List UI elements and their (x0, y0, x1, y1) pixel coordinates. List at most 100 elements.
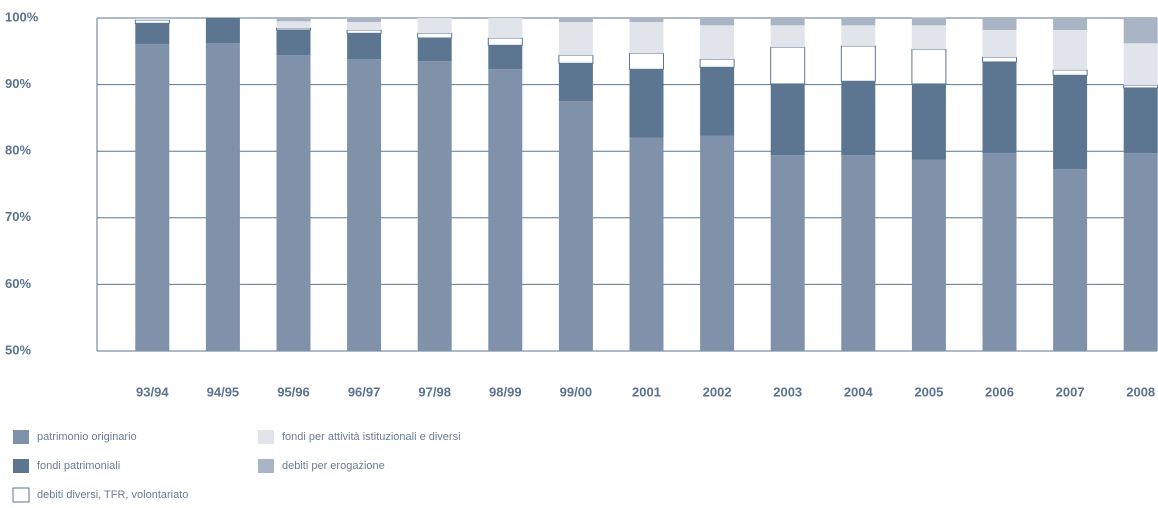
bar-segment (1123, 84, 1158, 89)
x-tick-label: 98/99 (489, 384, 522, 399)
x-tick-label: 95/96 (277, 384, 310, 399)
y-tick-label: 80% (5, 143, 31, 158)
bar-segment (135, 23, 170, 44)
bar-segment (488, 18, 523, 38)
y-tick-label: 60% (5, 276, 31, 291)
bar-segment (1123, 18, 1158, 44)
bar-segment (699, 58, 735, 68)
bar-segment (487, 37, 523, 46)
x-tick-label: 94/95 (207, 384, 240, 399)
bar-segment (770, 155, 805, 351)
bar-segment (629, 21, 664, 54)
bar-segment (911, 25, 946, 50)
x-tick-label: 2003 (773, 384, 802, 399)
bar-segment (276, 27, 311, 31)
bar-segment (276, 29, 311, 56)
bar-segment (488, 45, 523, 70)
bar-segment (488, 69, 523, 352)
bar-segment (558, 101, 593, 351)
bar-segment (205, 43, 240, 352)
grid (96, 17, 1158, 352)
bar-segment (1052, 69, 1088, 76)
bar-segment (629, 52, 664, 70)
bar-segment (346, 29, 382, 34)
bar-segment (558, 63, 593, 102)
legend-label: patrimonio originario (37, 431, 137, 443)
legend-label: debiti diversi, TFR, volontariato (37, 489, 188, 501)
bar-segment (629, 137, 664, 351)
bar-segment (205, 18, 240, 44)
bar-segment (135, 18, 170, 20)
bar-segment (982, 61, 1017, 154)
bar-segment (700, 18, 735, 26)
bar-segment (1053, 75, 1088, 170)
legend-swatch (13, 430, 29, 444)
bar-segment (982, 29, 1017, 58)
bar-segment (417, 18, 452, 34)
bar-segment (558, 21, 593, 56)
bar-segment (1123, 43, 1158, 86)
x-tick-label: 2004 (844, 384, 874, 399)
legend-label: debiti per erogazione (282, 460, 385, 472)
bar-segment (841, 81, 876, 156)
bar-segment (417, 37, 452, 62)
bar-segment (911, 48, 947, 85)
bar-segment (1123, 153, 1158, 351)
x-tick-label: 2002 (703, 384, 732, 399)
bar-segment (911, 83, 946, 160)
bar-segment (770, 25, 805, 48)
bar-segment (982, 18, 1017, 30)
y-tick-label: 90% (5, 76, 31, 91)
x-tick-label: 2007 (1056, 384, 1085, 399)
labels: 50% 60% 70% 80% 90% 100% 93/94 94/95 95/96 96/97 9… (5, 9, 1155, 503)
bar-segment (134, 19, 170, 24)
legend-label: fondi per attività istituzionali e diver… (282, 431, 461, 443)
bar-segment (911, 17, 946, 26)
bar-segment (700, 25, 735, 60)
bars (134, 17, 1158, 352)
y-tick-label: 100% (5, 9, 39, 24)
x-tick-label: 99/00 (560, 384, 593, 399)
bar-segment (1053, 29, 1088, 70)
x-tick-label: 93/94 (136, 384, 169, 399)
bar-segment (276, 55, 311, 352)
legend-swatch (13, 459, 29, 473)
bar-segment (276, 21, 311, 28)
bar-segment (982, 153, 1017, 351)
bar-segment (840, 45, 876, 82)
bar-segment (1053, 169, 1088, 351)
bar-segment (417, 32, 453, 39)
legend-swatch (12, 487, 30, 503)
legend-label: fondi patrimoniali (37, 460, 120, 472)
bar-segment (1053, 18, 1088, 30)
y-tick-label: 70% (5, 209, 31, 224)
bar-segment (770, 83, 805, 156)
y-tick-label: 50% (5, 342, 31, 357)
x-tick-label: 2006 (985, 384, 1014, 399)
bar-segment (276, 18, 311, 22)
bar-segment (700, 67, 735, 136)
bar-segment (841, 18, 876, 26)
bar-segment (558, 54, 594, 64)
x-tick-label: 2005 (914, 384, 943, 399)
bar-segment (417, 61, 452, 351)
bar-segment (911, 159, 946, 351)
bar-segment (1123, 87, 1158, 154)
bar-segment (770, 46, 806, 85)
bar-segment (347, 18, 382, 22)
bar-segment (841, 25, 876, 46)
x-tick-label: 97/98 (418, 384, 451, 399)
legend-swatch (258, 459, 274, 473)
bar-segment (558, 18, 593, 22)
bar-segment (700, 135, 735, 351)
bar-segment (629, 69, 664, 138)
x-tick-label: 2001 (632, 384, 661, 399)
bar-segment (347, 33, 382, 60)
bar-segment (629, 18, 664, 22)
x-tick-label: 2008 (1126, 384, 1155, 399)
x-tick-label: 96/97 (348, 384, 381, 399)
bar-segment (841, 155, 876, 351)
bar-segment (135, 43, 170, 351)
bar-segment (982, 56, 1017, 63)
